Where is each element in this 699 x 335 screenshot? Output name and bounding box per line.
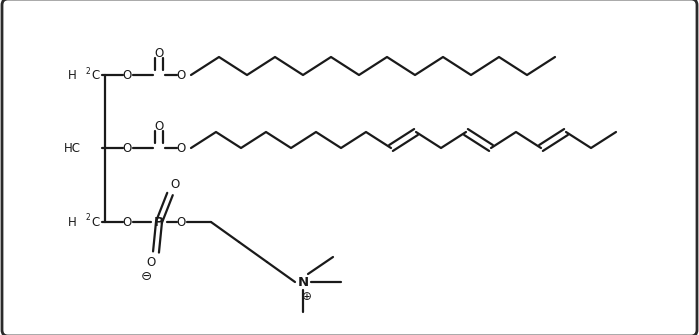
Text: O: O (122, 141, 131, 154)
Text: H: H (69, 68, 77, 81)
Text: O: O (176, 215, 186, 228)
Text: HC: HC (64, 141, 81, 154)
Text: C: C (91, 68, 99, 81)
Text: O: O (176, 141, 186, 154)
Text: O: O (122, 68, 131, 81)
Text: O: O (154, 47, 164, 60)
Text: O: O (176, 68, 186, 81)
Text: ⊕: ⊕ (302, 289, 312, 303)
Text: H: H (69, 215, 77, 228)
Text: 2: 2 (85, 213, 90, 222)
Text: C: C (91, 215, 99, 228)
Text: P: P (154, 215, 164, 228)
Text: O: O (146, 256, 156, 268)
Text: N: N (298, 275, 308, 288)
Text: 2: 2 (85, 67, 90, 75)
Text: ⊖: ⊖ (140, 270, 152, 283)
Text: O: O (171, 178, 180, 191)
Text: O: O (154, 120, 164, 133)
Text: O: O (122, 215, 131, 228)
